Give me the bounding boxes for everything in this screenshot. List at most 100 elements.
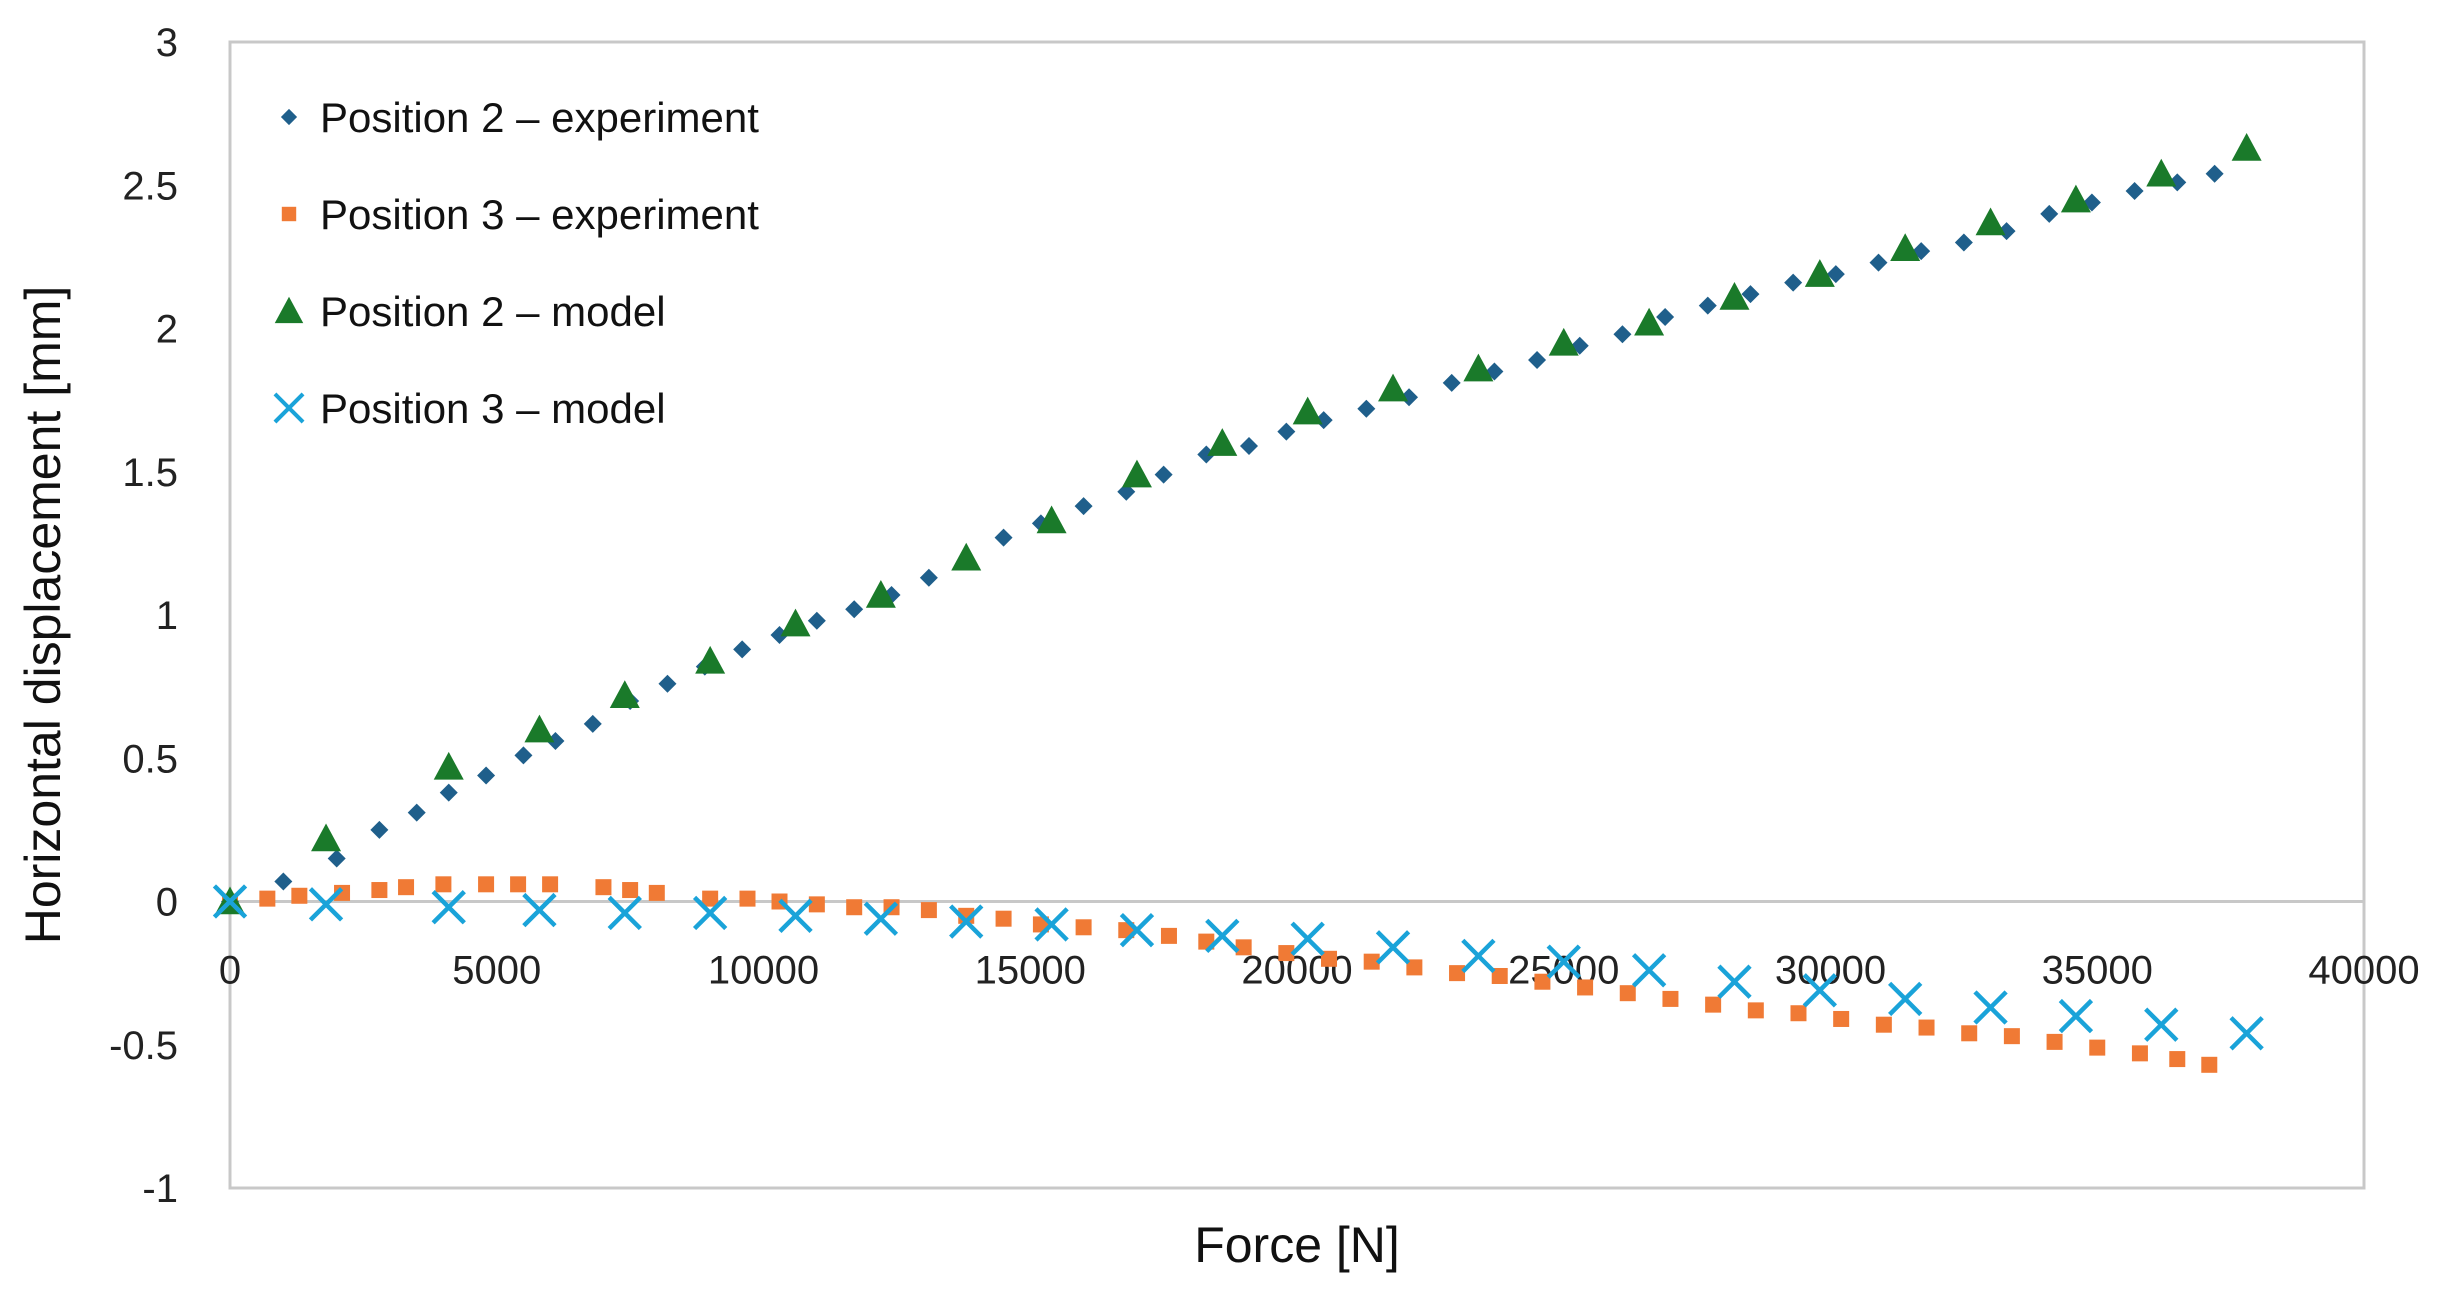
series-square — [222, 876, 2218, 1073]
data-point-triangle — [609, 680, 640, 708]
legend-label: Position 2 – model — [320, 288, 666, 335]
legend-label: Position 3 – experiment — [320, 191, 759, 238]
data-point-triangle — [951, 542, 982, 571]
data-point-diamond — [583, 714, 602, 733]
data-point-diamond — [1074, 497, 1093, 516]
x-tick-label: 0 — [219, 949, 241, 993]
data-point-square — [1577, 979, 1594, 996]
data-point-x — [2058, 998, 2094, 1034]
data-point-x — [212, 884, 248, 919]
data-point-square — [398, 879, 415, 896]
data-point-diamond — [994, 528, 1013, 547]
data-point-diamond — [1997, 222, 2016, 241]
data-point-square — [648, 884, 665, 901]
data-point-x — [1119, 912, 1155, 948]
data-point-triangle — [2146, 158, 2177, 187]
data-point-triangle — [1292, 396, 1323, 425]
plot-area-frame — [228, 40, 2366, 1190]
y-tick-label: -0.5 — [109, 1024, 178, 1068]
data-point-square — [808, 896, 825, 913]
data-point-triangle — [1548, 327, 1579, 356]
data-point-square — [334, 884, 351, 901]
x-tick-label: 35000 — [2042, 949, 2153, 993]
data-point-square — [1619, 985, 1636, 1002]
y-tick-label: 3 — [156, 21, 178, 65]
y-tick-label: -1 — [142, 1167, 178, 1211]
data-point-square — [478, 876, 495, 893]
data-point-diamond — [1154, 465, 1173, 484]
data-point-x — [1717, 964, 1752, 999]
data-point-triangle — [1890, 233, 1921, 262]
data-point-diamond — [1400, 388, 1419, 407]
data-point-diamond — [274, 872, 293, 891]
data-point-square — [1321, 950, 1338, 967]
data-point-diamond — [1442, 373, 1461, 392]
data-point-x — [692, 895, 728, 931]
data-point-x — [2229, 1016, 2264, 1051]
x-tick-labels: 0 5000 10000 15000 20000 25000 30000 35000 40000 — [219, 949, 2420, 993]
y-tick-label: 1.5 — [122, 451, 178, 495]
data-point-triangle — [1719, 281, 1750, 310]
data-point-square — [510, 876, 527, 893]
legend-marker-x — [273, 392, 305, 424]
data-point-square — [2046, 1033, 2063, 1050]
data-point-square — [920, 902, 937, 919]
series-x — [212, 884, 2264, 1051]
y-tick-label: 2.5 — [122, 164, 178, 208]
y-axis-title: Horizontal displacement [mm] — [15, 286, 71, 945]
data-point-square — [1790, 1005, 1807, 1022]
data-point-x — [1034, 907, 1069, 942]
data-point-x — [1375, 930, 1411, 965]
y-tick-label: 0 — [156, 881, 178, 925]
data-point-diamond — [1869, 253, 1888, 272]
data-point-square — [1918, 1019, 1935, 1036]
data-point-diamond — [2125, 181, 2144, 200]
data-point-square — [371, 882, 388, 899]
data-point-square — [1833, 1010, 1850, 1027]
data-point-square — [1278, 945, 1295, 962]
data-point-square — [595, 879, 612, 896]
data-point-square — [2169, 1051, 2186, 1068]
data-point-triangle — [695, 645, 726, 674]
data-point-x — [2144, 1007, 2179, 1042]
data-point-triangle — [1975, 207, 2006, 236]
legend-label: Position 2 – experiment — [320, 94, 759, 141]
data-point-diamond — [1357, 399, 1376, 418]
data-point-square — [1662, 990, 1679, 1007]
data-point-square — [259, 890, 276, 907]
data-point-x — [1802, 973, 1838, 1008]
y-tick-label: 2 — [156, 308, 178, 352]
x-tick-label: 40000 — [2308, 949, 2419, 993]
data-point-triangle — [2231, 133, 2262, 161]
data-point-diamond — [733, 640, 752, 659]
data-point-diamond — [1954, 233, 1973, 252]
data-point-diamond — [1613, 325, 1632, 344]
data-point-square — [1705, 996, 1722, 1013]
data-point-x — [778, 898, 813, 934]
legend-label: Position 3 – model — [320, 385, 666, 432]
data-point-diamond — [2168, 173, 2187, 192]
data-point-square — [2131, 1045, 2148, 1062]
data-point-diamond — [1314, 411, 1333, 430]
data-point-diamond — [658, 674, 677, 693]
data-point-square — [291, 887, 308, 904]
data-point-triangle — [780, 608, 811, 637]
data-point-triangle — [2060, 184, 2091, 213]
data-point-diamond — [1698, 296, 1717, 315]
data-point-square — [1961, 1025, 1978, 1042]
data-point-diamond — [919, 568, 938, 587]
y-tick-label: 0.5 — [122, 737, 178, 781]
data-point-x — [607, 895, 642, 931]
data-point-x — [1546, 944, 1581, 979]
legend-marker-triangle — [274, 296, 304, 324]
data-point-triangle — [1207, 428, 1238, 456]
data-point-x — [522, 892, 557, 928]
data-point-diamond — [1277, 422, 1296, 441]
data-point-diamond — [1656, 308, 1675, 327]
data-point-diamond — [439, 783, 458, 802]
data-point-square — [1363, 953, 1380, 970]
x-tick-label: 30000 — [1775, 949, 1886, 993]
data-point-square — [622, 882, 639, 899]
data-point-diamond — [2040, 204, 2059, 223]
data-point-square — [1491, 967, 1508, 984]
